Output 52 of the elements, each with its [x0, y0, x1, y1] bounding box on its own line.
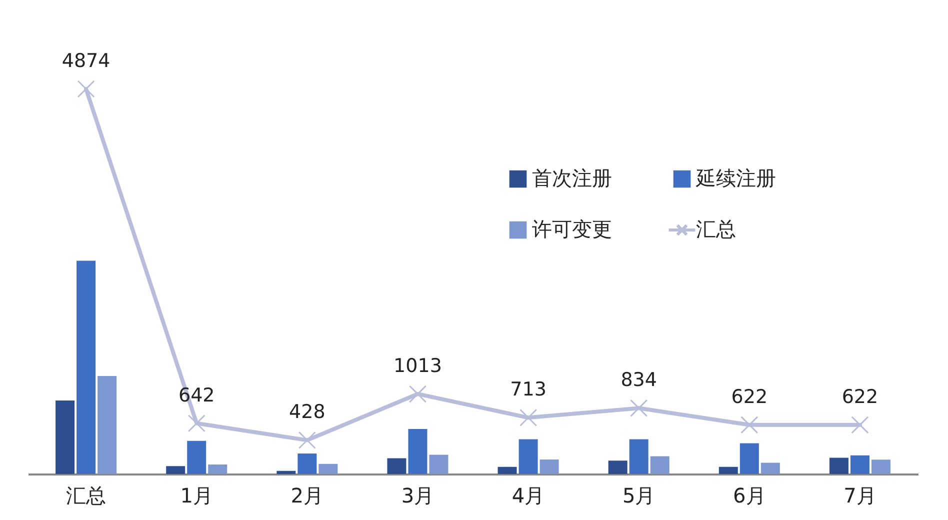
bar [871, 460, 890, 474]
data-label: 428 [289, 401, 326, 424]
data-label: 1013 [394, 354, 442, 377]
bar [498, 466, 517, 474]
legend-label: 汇总 [696, 217, 736, 241]
bar [740, 443, 759, 474]
x-tick-label: 4月 [512, 484, 545, 508]
x-tick-label: 7月 [844, 484, 876, 508]
point [519, 408, 538, 426]
point [851, 416, 869, 434]
point [408, 385, 427, 403]
point [298, 431, 316, 449]
bar [187, 440, 206, 474]
x-tick-label: 2月 [290, 484, 324, 508]
data-label: 713 [510, 378, 546, 401]
bar [650, 456, 670, 474]
x-tick-label: 汇总 [66, 484, 106, 508]
bar [276, 470, 296, 474]
legend-label: 许可变更 [532, 217, 612, 241]
bar [208, 464, 228, 474]
point [740, 416, 758, 434]
bar [98, 376, 117, 474]
bar [318, 464, 338, 474]
x-tick-label: 6月 [733, 484, 766, 508]
point [188, 414, 206, 432]
bar [298, 453, 317, 474]
point [77, 80, 95, 98]
bar [850, 455, 870, 474]
data-label: 642 [178, 384, 215, 406]
legend-label: 延续注册 [695, 166, 776, 190]
bar [760, 462, 780, 474]
data-label: 834 [620, 369, 657, 392]
x-tick-label: 3月 [401, 484, 434, 508]
data-label: 4874 [62, 50, 110, 72]
bar [718, 466, 738, 474]
data-label: 622 [731, 386, 768, 408]
x-tick-label: 5月 [622, 484, 656, 508]
bar [408, 428, 428, 474]
point [630, 399, 648, 417]
data-label: 622 [842, 386, 878, 408]
bar [518, 439, 538, 474]
bar [540, 460, 559, 474]
bar [429, 454, 448, 474]
bar [76, 260, 96, 474]
bar [166, 466, 186, 474]
bar [629, 439, 648, 474]
bar [608, 460, 628, 474]
legend-label: 首次注册 [532, 166, 612, 190]
bar [829, 458, 848, 474]
x-tick-label: 1月 [180, 484, 213, 508]
bar [387, 458, 406, 474]
bar [56, 400, 75, 474]
